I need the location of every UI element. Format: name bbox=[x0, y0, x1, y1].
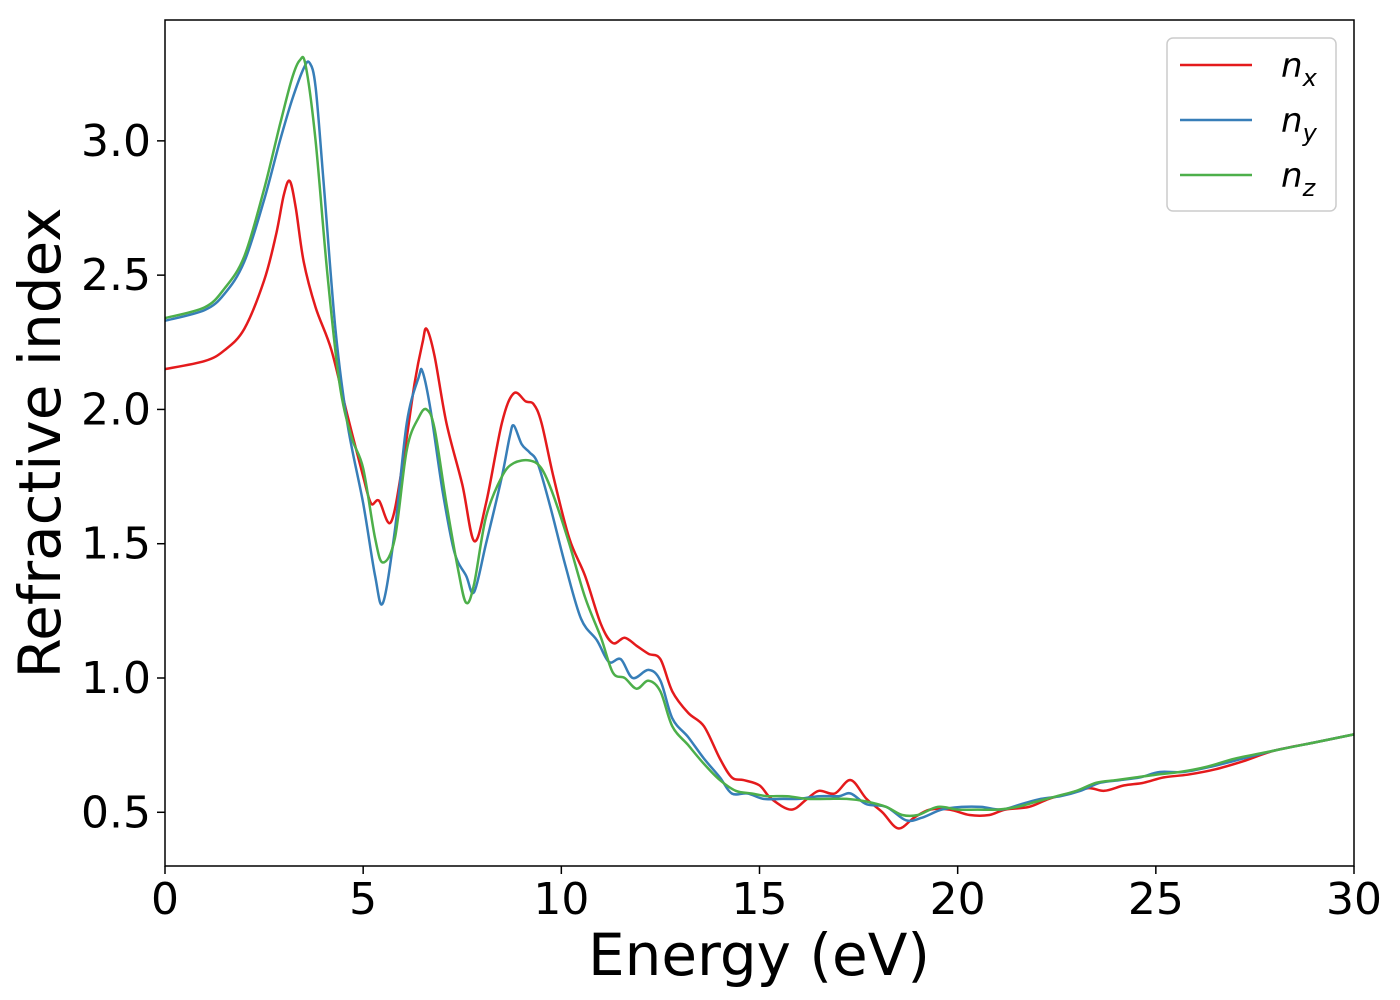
x-tick-label: 25 bbox=[1128, 874, 1184, 925]
y-tick-label: 1.5 bbox=[81, 519, 151, 570]
y-axis-title: Refractive index bbox=[6, 207, 74, 678]
legend-label-x: nx bbox=[1281, 46, 1318, 92]
x-tick-label: 30 bbox=[1326, 874, 1382, 925]
x-tick-label: 15 bbox=[732, 874, 788, 925]
y-tick-label: 2.5 bbox=[81, 250, 151, 301]
y-axis: 0.5 1.0 1.5 2.0 2.5 3.0 bbox=[81, 116, 165, 838]
x-tick-label: 0 bbox=[151, 874, 179, 925]
y-tick-label: 0.5 bbox=[81, 787, 151, 838]
series-line-z bbox=[164, 55, 1355, 818]
legend-box bbox=[1166, 37, 1337, 212]
x-axis-title: Energy (eV) bbox=[588, 921, 930, 989]
legend: nx ny nz bbox=[1166, 37, 1337, 212]
x-tick-label: 20 bbox=[930, 874, 986, 925]
x-axis: 0 5 10 15 20 25 30 bbox=[151, 866, 1382, 925]
x-tick-label: 10 bbox=[533, 874, 589, 925]
x-tick-label: 5 bbox=[349, 874, 377, 925]
series-layer bbox=[164, 55, 1355, 830]
legend-label-y: ny bbox=[1281, 101, 1318, 147]
legend-label-z: nz bbox=[1281, 156, 1317, 202]
y-tick-label: 2.0 bbox=[81, 384, 151, 435]
y-tick-label: 3.0 bbox=[81, 116, 151, 167]
y-tick-label: 1.0 bbox=[81, 653, 151, 704]
